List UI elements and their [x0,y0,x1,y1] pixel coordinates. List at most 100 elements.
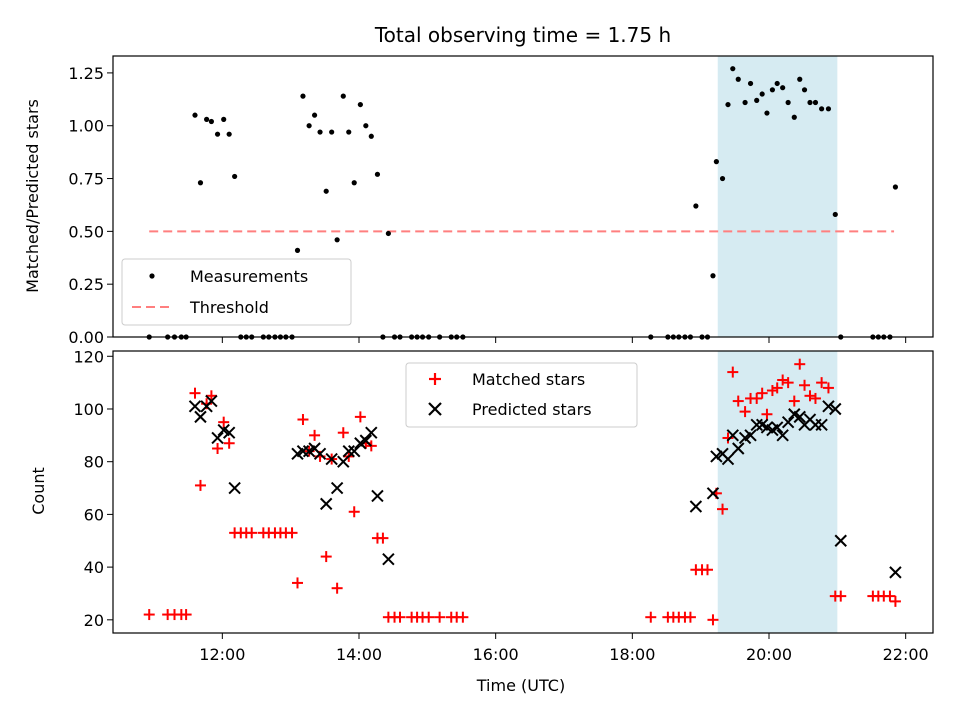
predicted-star-point [313,447,327,460]
predicted-star-point [194,410,207,424]
matched-star-point [722,432,734,444]
measurement-point [357,101,363,108]
matched-star-point [799,379,811,391]
measurement-point [214,131,221,137]
bottom-y-tick-label: 80 [84,453,104,472]
matched-star-point [766,385,778,397]
top-y-tick-label: 0.25 [68,275,104,294]
predicted-star-points [188,394,902,579]
measurement-point [832,211,838,218]
predicted-star-point [689,500,703,513]
matched-star-point [194,479,206,491]
predicted-star-point [815,418,828,432]
predicted-star-point [706,487,720,500]
top-y-tick-label: 1.00 [68,117,104,136]
matched-star-point [246,527,258,539]
measurement-point [197,180,204,186]
measurement-point [311,112,318,118]
x-tick-label: 12:00 [199,645,245,664]
measurement-point [221,116,227,122]
measurement-point [208,118,214,125]
matched-star-point [320,551,332,563]
measurement-point [351,180,357,186]
bottom-y-tick-label: 20 [84,611,104,630]
predicted-star-point [726,429,739,442]
measurement-point [819,106,825,112]
matched-star-point [218,416,230,428]
matched-star-point [337,427,349,439]
predicted-star-point [382,552,395,566]
matched-star-point [377,532,389,544]
matched-star-point [809,392,821,404]
predicted-star-point [781,415,795,429]
matched-star-point [702,564,713,576]
predicted-star-point [205,394,218,408]
measurement-point [713,159,719,165]
measurement-point [785,99,791,106]
top-y-tick-label: 0.75 [68,170,104,189]
bottom-y-tick-label: 120 [73,347,104,366]
measurement-point [300,93,306,99]
measurement-point [192,112,198,118]
matched-star-point [822,382,834,394]
matched-star-point [189,387,201,399]
matched-star-point [804,390,816,402]
matched-star-point [286,527,298,539]
measurement-point [204,116,210,122]
top-y-tick-label: 0.50 [68,222,104,241]
predicted-star-point [342,444,355,458]
predicted-star-point [228,481,241,495]
predicted-star-point [211,431,224,445]
top-y-tick-label: 0.00 [68,328,104,347]
legend-predicted-marker [428,402,442,416]
predicted-star-point [776,429,789,442]
x-tick-label: 22:00 [883,645,929,664]
predicted-star-point [793,410,806,424]
top-y-ticks: 0.00 0.25 0.50 0.75 1.00 1.25 [68,64,113,347]
predicted-star-point [770,421,784,434]
measurement-point [735,76,741,82]
matched-star-point [771,382,783,394]
top-legend: Measurements Threshold [121,258,352,326]
matched-star-point [782,377,794,389]
bottom-y-tick-label: 100 [73,400,104,419]
x-tick-label: 20:00 [746,645,792,664]
matched-star-point [756,387,768,399]
matched-star-point [212,443,224,455]
measurement-point [719,175,726,182]
matched-star-point [732,395,744,407]
top-legend-box [121,258,352,326]
measurement-point [323,188,329,194]
predicted-star-point [829,402,842,416]
matched-star-point [348,506,360,518]
matched-star-point [889,595,901,607]
predicted-star-point [330,481,344,495]
matched-star-point [205,390,217,402]
predicted-star-point [319,497,333,511]
top-y-axis-label: Matched/Predicted stars [23,99,42,293]
measurement-point [759,91,765,97]
measurement-point [892,184,899,190]
measurement-point [791,114,797,120]
top-axes-frame [112,55,934,338]
measurement-point [306,123,312,129]
measurement-point [368,133,374,139]
measurement-point [374,171,381,177]
matched-star-point [434,611,446,623]
measurement-point [363,123,369,129]
matched-star-point [835,590,847,602]
measurement-point [754,97,760,103]
matched-star-point [423,611,435,623]
legend-matched-marker [429,373,441,385]
matched-star-point [354,411,366,423]
bottom-y-ticks: 20 40 60 80 100 120 [73,347,113,630]
top-highlight-span [717,56,838,337]
matched-star-point [884,590,896,602]
measurement-point [797,76,803,82]
matched-star-point [739,406,751,418]
matched-star-point [788,395,800,407]
predicted-star-point [750,418,763,432]
matched-star-point [292,577,303,589]
chart-title: Total observing time = 1.75 h [374,23,671,47]
ratio-panel: 0.00 0.25 0.50 0.75 1.00 1.25 Matched/Predict… [23,55,934,347]
